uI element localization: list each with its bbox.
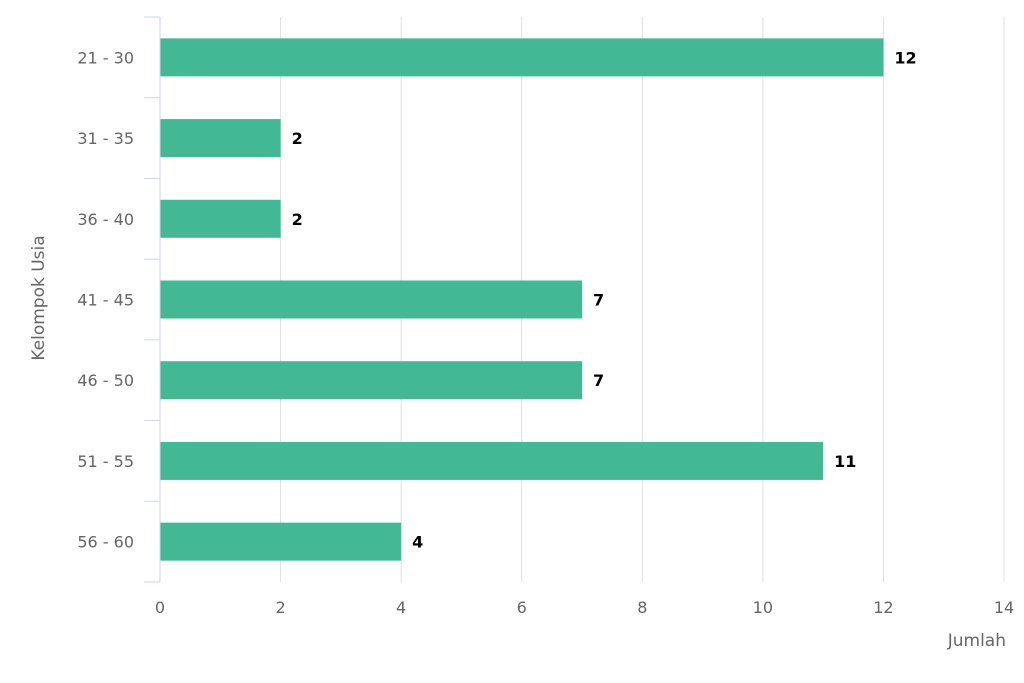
y-category-label: 21 - 30 (77, 48, 134, 67)
y-axis-title: Kelompok Usia (29, 235, 49, 360)
bars (160, 38, 884, 561)
bar-value-label: 11 (834, 452, 856, 471)
bar (160, 38, 884, 77)
bar (160, 441, 824, 480)
y-category-label: 31 - 35 (77, 129, 134, 148)
x-tick-label: 14 (994, 598, 1014, 617)
bar-value-label: 12 (894, 48, 916, 67)
bar-value-label: 4 (412, 533, 423, 552)
x-tick-label: 12 (873, 598, 893, 617)
x-axis-title: Jumlah (947, 631, 1006, 651)
bar (160, 199, 281, 238)
y-category-label: 41 - 45 (77, 291, 134, 310)
y-category-label: 51 - 55 (77, 452, 134, 471)
x-tick-label: 0 (155, 598, 165, 617)
bar-value-label: 7 (593, 291, 604, 310)
x-tick-label: 2 (275, 598, 285, 617)
x-tick-label: 4 (396, 598, 406, 617)
x-tick-label: 8 (637, 598, 647, 617)
labels: 0 2 4 6 8 10 12 14 21 - 30 12 31 - 35 2 36 - 40 2 41 -… (77, 48, 1014, 617)
bar (160, 280, 582, 319)
axes (144, 16, 161, 583)
x-tick-label: 10 (753, 598, 773, 617)
y-category-label: 56 - 60 (77, 533, 134, 552)
bar (160, 522, 402, 561)
y-category-label: 36 - 40 (77, 210, 134, 229)
bar-value-label: 2 (292, 129, 303, 148)
y-category-label: 46 - 50 (77, 371, 134, 390)
bar (160, 361, 582, 400)
x-tick-label: 6 (517, 598, 527, 617)
bar (160, 119, 281, 158)
bar-value-label: 2 (292, 210, 303, 229)
bar-value-label: 7 (593, 371, 604, 390)
